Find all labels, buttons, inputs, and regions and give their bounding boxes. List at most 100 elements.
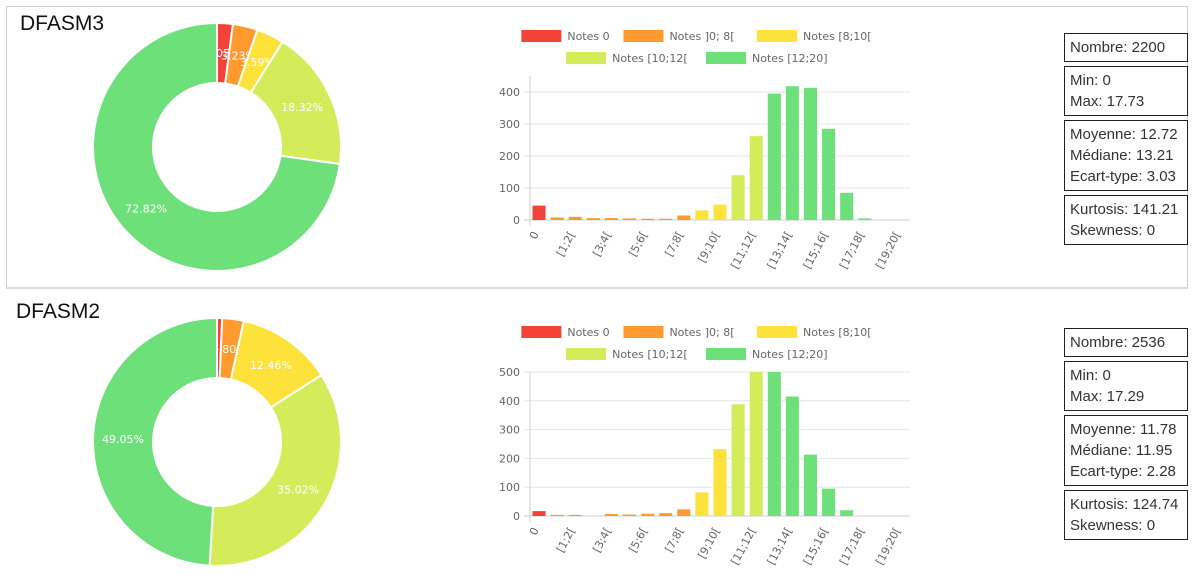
histogram-bar: [677, 509, 691, 516]
x-tick-label: 0: [527, 525, 542, 537]
panel-title: DFASM3: [20, 12, 105, 35]
stat-max: Max: 17.29: [1070, 388, 1145, 405]
legend-swatch: [757, 30, 798, 42]
histogram-bar: [767, 372, 781, 516]
x-tick-label: [9;10[: [696, 525, 723, 561]
histogram-bar: [803, 454, 817, 516]
slice-label: 72.82%: [125, 203, 167, 216]
histogram-bar: [604, 218, 618, 220]
legend-label: Notes ]0; 8[: [669, 30, 734, 43]
stat-nombre: Nombre: 2200: [1070, 39, 1166, 56]
legend-label: Notes 0: [567, 30, 609, 43]
legend-label: Notes ]0; 8[: [669, 326, 734, 339]
stat-box-central: Moyenne: 11.78 Médiane: 11.95 Ecart-type…: [1064, 415, 1188, 486]
legend-swatch: [566, 348, 607, 360]
x-tick-label: 0: [527, 229, 542, 241]
y-tick-label: 500: [499, 366, 520, 379]
stat-box-central: Moyenne: 12.72 Médiane: 13.21 Ecart-type…: [1064, 120, 1188, 191]
legend-label: Notes [10;12[: [612, 52, 688, 65]
legend-swatch: [757, 326, 798, 338]
donut-slice: [92, 21, 341, 272]
doughnut-chart[interactable]: 2.05%3.23%3.59%18.32%72.82%: [92, 21, 342, 272]
histogram-bar: [731, 175, 745, 220]
stat-moyenne: Moyenne: 11.78: [1070, 421, 1177, 438]
x-tick-label: [1;2[: [554, 525, 578, 554]
legend-swatch: [623, 30, 664, 42]
histogram-bar: [713, 449, 727, 516]
y-tick-label: 0: [513, 214, 520, 227]
legend-label: Notes [8;10[: [803, 326, 872, 339]
doughnut-chart[interactable]: 0.67%2.80%12.46%35.02%49.05%: [92, 316, 342, 567]
stat-min: Min: 0: [1070, 72, 1111, 89]
histogram-bar: [659, 218, 673, 220]
x-tick-label: [1;2[: [554, 229, 578, 258]
x-tick-label: [19;20[: [873, 525, 903, 567]
histogram-bar: [568, 514, 582, 516]
stat-skewness: Skewness: 0: [1070, 517, 1156, 534]
stat-box-shape: Kurtosis: 141.21 Skewness: 0: [1064, 195, 1188, 245]
histogram-bar: [713, 204, 727, 220]
x-tick-label: [17;18[: [837, 229, 867, 271]
histogram-bar: [623, 218, 637, 220]
stat-nombre: Nombre: 2536: [1070, 334, 1166, 351]
histogram-bar: [785, 86, 799, 221]
stat-box-count: Nombre: 2200: [1064, 33, 1188, 62]
legend-label: Notes [12;20]: [752, 52, 828, 65]
y-tick-label: 0: [513, 510, 520, 523]
slice-label: 49.05%: [102, 433, 144, 446]
y-tick-label: 200: [499, 150, 520, 163]
x-tick-label: [15;16[: [801, 229, 831, 271]
dfasm2-panel: DFASM2 0.67% 2.80% 12.46% 35.02% 49.05% Note…: [0, 290, 1200, 580]
stat-skewness: Skewness: 0: [1070, 222, 1156, 239]
histogram-bar: [749, 136, 763, 220]
slice-label: 12.46%: [250, 359, 292, 372]
legend-swatch: [706, 52, 746, 64]
histogram-chart[interactable]: Notes 0 Notes ]0; 8[ Notes [8;10[ Notes [10…: [490, 22, 920, 290]
histogram-bar: [731, 404, 745, 516]
y-tick-label: 400: [499, 86, 520, 99]
x-tick-label: [15;16[: [801, 525, 831, 567]
x-tick-label: [11;12[: [728, 525, 758, 567]
y-tick-label: 100: [499, 182, 520, 195]
legend-swatch: [706, 348, 746, 360]
histogram-bar: [803, 87, 817, 220]
histogram-chart[interactable]: Notes 0 Notes ]0; 8[Notes [8;10[Notes [10…: [490, 318, 920, 586]
x-tick-label: [13;14[: [765, 229, 795, 271]
stat-box-shape: Kurtosis: 124.74 Skewness: 0: [1064, 490, 1188, 540]
stat-box-range: Min: 0 Max: 17.73: [1064, 66, 1188, 116]
histogram-bar: [568, 216, 582, 220]
stat-box-range: Min: 0 Max: 17.29: [1064, 361, 1188, 411]
histogram-bar: [840, 510, 854, 516]
histogram-bar: [695, 210, 709, 220]
legend-label: Notes [8;10[: [803, 30, 872, 43]
histogram-bar: [550, 514, 564, 516]
stat-mediane: Médiane: 11.95: [1070, 442, 1173, 459]
donut-slice: [92, 316, 218, 567]
histogram-bar: [858, 218, 872, 220]
histogram-bar: [532, 205, 546, 220]
y-tick-label: 400: [499, 395, 520, 408]
slice-label: 18.32%: [281, 101, 323, 114]
histogram-bar: [822, 128, 836, 220]
legend-label: Notes [10;12[: [612, 348, 688, 361]
histogram-bar: [623, 514, 637, 516]
y-tick-label: 100: [499, 481, 520, 494]
histogram-bar: [641, 513, 655, 516]
stats-column: Nombre: 2200 Min: 0 Max: 17.73 Moyenne: …: [1064, 33, 1188, 249]
histogram-bar: [767, 93, 781, 220]
stats-column: Nombre: 2536 Min: 0 Max: 17.29 Moyenne: …: [1064, 328, 1188, 544]
histogram-bar: [550, 217, 564, 220]
y-tick-label: 300: [499, 424, 520, 437]
histogram-bar: [677, 215, 691, 220]
stat-mediane: Médiane: 13.21: [1070, 147, 1174, 164]
stat-kurtosis: Kurtosis: 141.21: [1070, 201, 1179, 218]
stat-kurtosis: Kurtosis: 124.74: [1070, 496, 1179, 513]
x-tick-label: [19;20[: [873, 229, 903, 271]
x-tick-label: [3;4[: [590, 525, 614, 554]
x-tick-label: [5;6[: [626, 525, 650, 554]
stat-min: Min: 0: [1070, 367, 1111, 384]
legend-label: Notes [12;20]: [752, 348, 828, 361]
slice-label: 35.02%: [277, 484, 319, 497]
legend-swatch: [623, 326, 664, 338]
legend-swatch: [566, 52, 607, 64]
